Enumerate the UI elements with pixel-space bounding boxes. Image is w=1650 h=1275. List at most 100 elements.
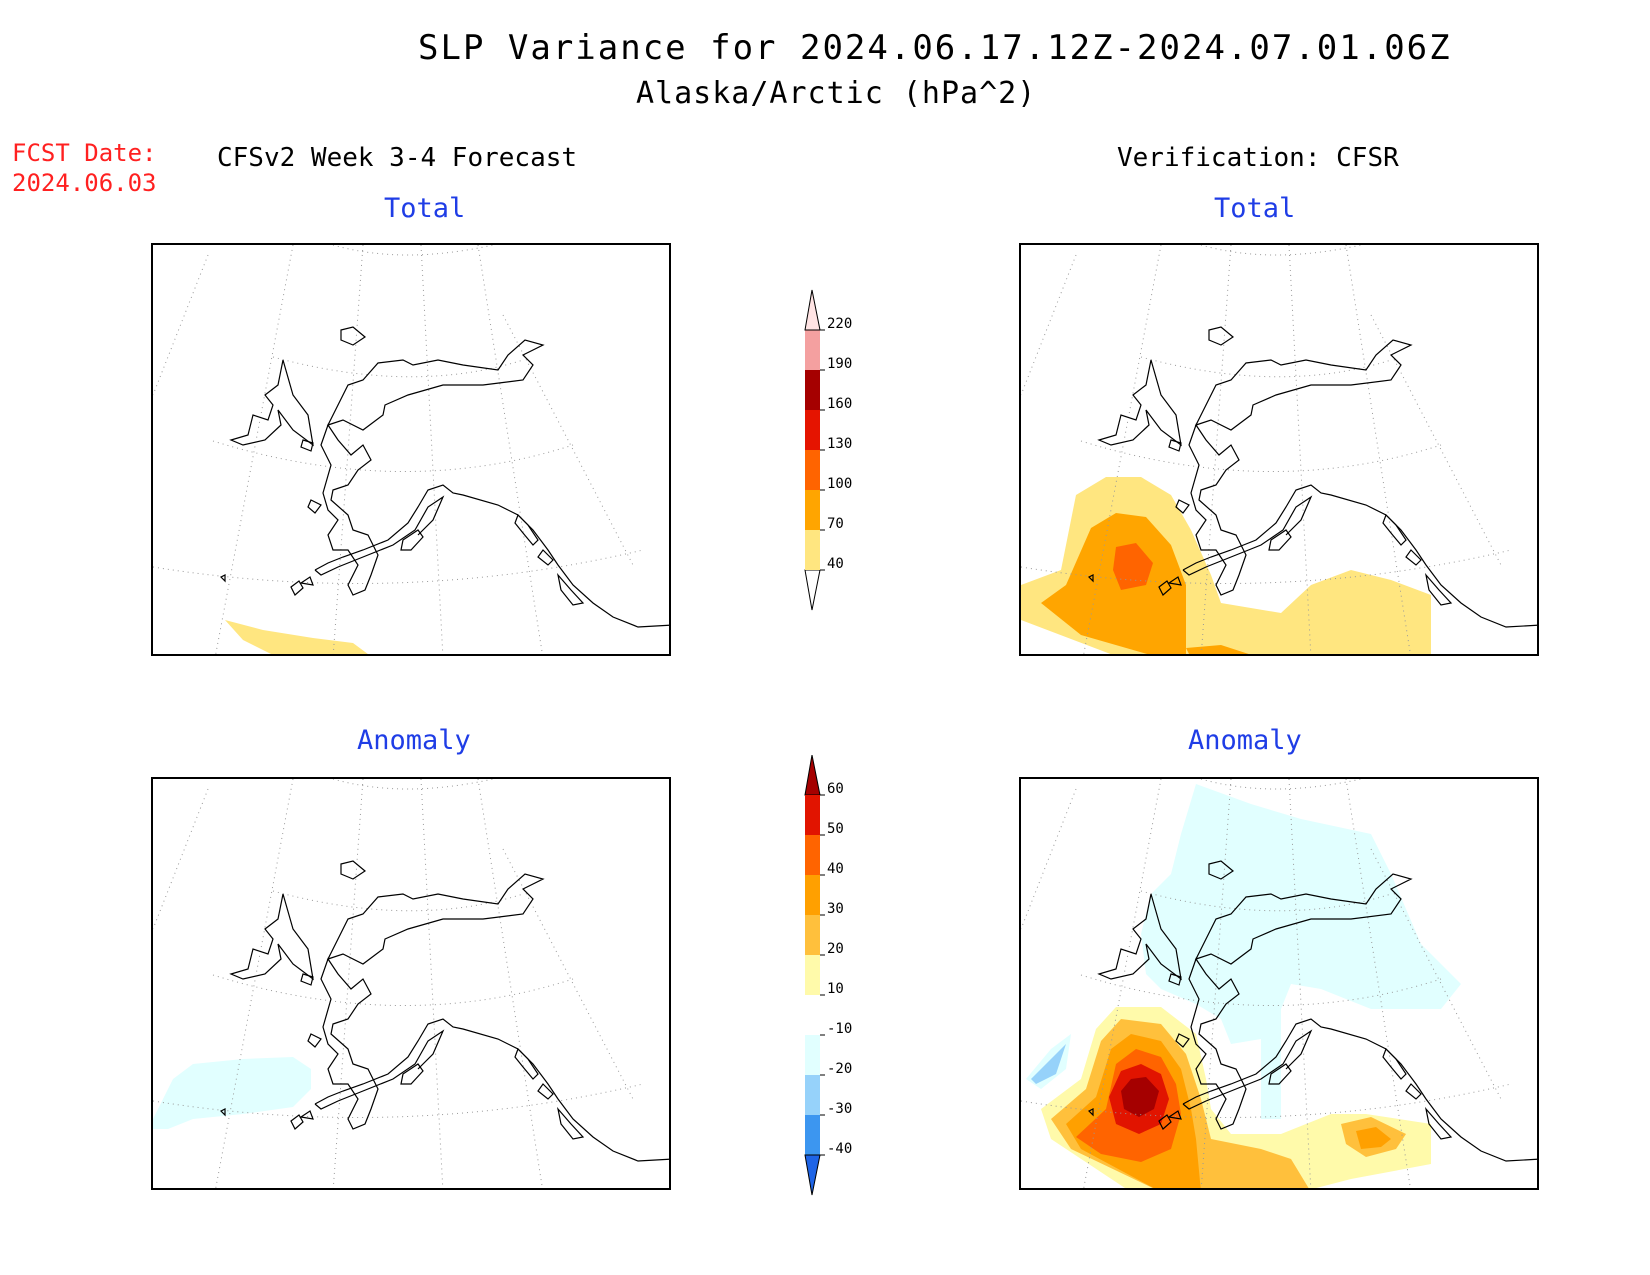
map-gridline: [332, 245, 364, 654]
colorbar-tick-label: 70: [827, 516, 844, 532]
coastline: [1167, 576, 1182, 586]
verification-column-title: Verification: CFSR: [1117, 143, 1399, 173]
colorbar-tick-label: 50: [827, 821, 844, 837]
map-gridline: [153, 1083, 644, 1118]
coastline: [400, 529, 424, 551]
map-gridline: [477, 245, 543, 654]
coastline: [1194, 339, 1413, 431]
coastline: [1182, 495, 1313, 576]
map-gridline: [420, 779, 444, 1188]
colorbar-tick-label: 40: [827, 556, 844, 572]
coastline: [1097, 893, 1182, 981]
coastline: [1168, 439, 1182, 452]
coastline: [320, 957, 379, 1130]
colorbar-segment: [805, 915, 820, 955]
colorbar-segment: [805, 410, 820, 450]
coastline: [1182, 1029, 1313, 1110]
coastline: [326, 873, 545, 965]
coastline: [1208, 326, 1235, 346]
map-gridline: [1021, 1083, 1512, 1118]
anomaly-colorbar-svg: -40 -30 -20 -10 10 20 30 40 50 60: [804, 754, 852, 1196]
colorbar-segment: [805, 1115, 820, 1155]
anomaly-30-40-region-east: [1356, 1127, 1391, 1149]
map-gridline: [153, 549, 644, 584]
coastline: [537, 1083, 554, 1100]
colorbar-segment: [805, 530, 820, 570]
map-gridline: [272, 356, 524, 378]
colorbar-tick-label: -10: [827, 1021, 852, 1037]
colorbar-segment: [805, 835, 820, 875]
colorbar-tick-label: 130: [827, 436, 852, 452]
forecast-anomaly-title: Anomaly: [357, 725, 471, 756]
colorbar-tick-label: 20: [827, 941, 844, 957]
coastline: [1194, 873, 1413, 965]
map-gridline: [332, 245, 494, 256]
coastline: [1097, 359, 1182, 447]
anomaly-colorbar: -40 -30 -20 -10 10 20 30 40 50 60: [800, 754, 880, 1205]
coastline: [229, 893, 314, 981]
map-gridline: [212, 440, 574, 472]
coastline: [1188, 957, 1247, 1130]
coastline: [1268, 1063, 1292, 1085]
forecast-total-map: [151, 243, 671, 656]
colorbar-upper-end: [804, 289, 821, 331]
map-gridline: [332, 779, 364, 1188]
forecast-total-title: Total: [384, 193, 466, 224]
map-gridline: [1200, 245, 1232, 654]
coastline: [1424, 1106, 1453, 1140]
coastline: [1158, 580, 1172, 596]
map-gridline: [153, 254, 209, 396]
map-gridline: [1021, 254, 1077, 396]
variance-100-130-region: [1113, 543, 1153, 590]
coastline: [1168, 973, 1182, 986]
coastline: [299, 576, 314, 586]
colorbar-tick-label: 160: [827, 396, 852, 412]
anomaly-gt60-region: [1121, 1077, 1159, 1117]
coastline: [1405, 1083, 1422, 1100]
colorbar-tick-label: 220: [827, 316, 852, 332]
colorbar-tick-label: 40: [827, 861, 844, 877]
variance-70-100-region-south: [1186, 645, 1249, 654]
coastline: [229, 359, 314, 447]
coastline: [514, 513, 539, 546]
colorbar-tick-label: -20: [827, 1061, 852, 1077]
coastline: [1188, 423, 1247, 596]
coastline: [1182, 484, 1537, 628]
coastline: [556, 1106, 585, 1140]
colorbar-segment: [805, 490, 820, 530]
anomaly-neg10-neg20-region: [1141, 784, 1461, 1119]
coastline: [219, 1108, 226, 1117]
anomaly-neg10-neg20-region: [153, 1057, 311, 1129]
colorbar-lower-end: [804, 1154, 821, 1196]
map-gridline: [1140, 356, 1392, 378]
verification-total-title: Total: [1214, 193, 1296, 224]
colorbar-tick-label: -30: [827, 1101, 852, 1117]
forecast-column-title: CFSv2 Week 3-4 Forecast: [217, 143, 578, 173]
coastline: [1158, 1114, 1172, 1130]
variance-40-70-region: [225, 620, 368, 654]
colorbar-segment: [805, 875, 820, 915]
coastline: [1405, 549, 1422, 566]
map-gridline: [1080, 440, 1442, 472]
coastline: [1424, 572, 1453, 606]
colorbar-segment: [805, 1075, 820, 1115]
map-gridline: [1021, 788, 1077, 930]
coastline: [307, 499, 322, 514]
coastline: [314, 484, 669, 628]
map-gridline: [1083, 779, 1162, 1188]
coastline: [340, 860, 367, 880]
map-gridline: [215, 245, 294, 654]
coastline: [300, 439, 314, 452]
colorbar-segment: [805, 1035, 820, 1075]
map-gridline: [1200, 779, 1232, 1188]
fcst-date-label: FCST Date:: [12, 139, 157, 167]
map-gridline: [1021, 549, 1512, 584]
map-gridline: [420, 245, 444, 654]
colorbar-tick-label: 30: [827, 901, 844, 917]
fcst-date-value: 2024.06.03: [12, 169, 157, 197]
coastline: [1382, 513, 1407, 546]
coastline: [314, 1029, 445, 1110]
map-gridline: [1200, 245, 1362, 256]
chart-subtitle: Alaska/Arctic (hPa^2): [636, 76, 1037, 111]
coastline: [314, 495, 445, 576]
